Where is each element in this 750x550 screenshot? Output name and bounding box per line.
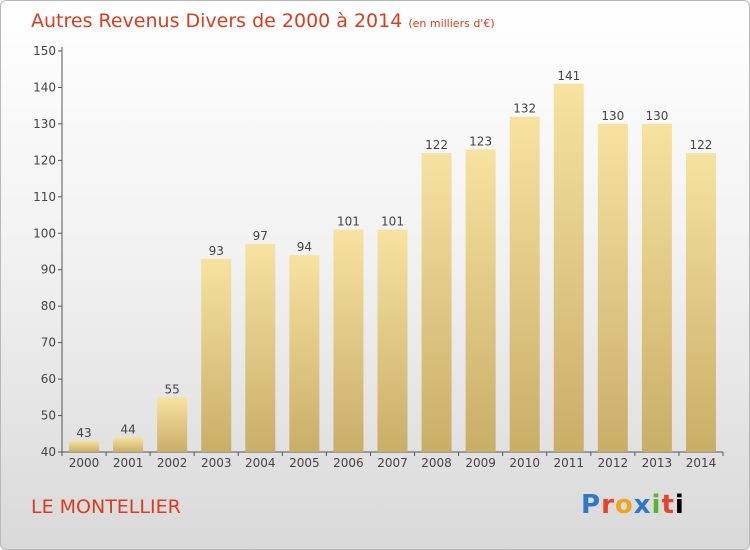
bar-value-label: 122: [690, 138, 713, 152]
chart-title-text: Autres Revenus Divers de 2000 à 2014: [31, 10, 403, 32]
y-tick-label: 70: [41, 336, 56, 350]
x-tick-label: 2014: [686, 456, 717, 470]
y-tick-label: 110: [33, 190, 56, 204]
bar-value-label: 123: [469, 134, 492, 148]
x-tick-label: 2002: [157, 456, 188, 470]
bar: [289, 255, 320, 452]
bar-value-label: 132: [513, 102, 536, 116]
logo-letter: r: [601, 490, 615, 520]
logo-letter: i: [674, 490, 685, 520]
y-tick-label: 60: [41, 372, 56, 386]
x-tick-label: 2006: [333, 456, 364, 470]
bar: [69, 441, 100, 452]
x-tick-label: 2008: [421, 456, 452, 470]
bar-value-label: 43: [76, 426, 91, 440]
logo-letter: P: [581, 490, 602, 520]
chart-unit: (en milliers d'€): [408, 17, 495, 30]
bar: [685, 153, 716, 452]
bar: [465, 149, 496, 452]
y-tick-label: 150: [33, 44, 56, 58]
x-tick-label: 2003: [201, 456, 232, 470]
bar: [113, 437, 144, 452]
bar-value-label: 130: [601, 109, 624, 123]
logo-letter: i: [651, 490, 662, 520]
bar: [509, 116, 540, 453]
x-tick-label: 2013: [642, 456, 673, 470]
chart-title: Autres Revenus Divers de 2000 à 2014 (en …: [31, 10, 495, 32]
x-tick-label: 2010: [509, 456, 540, 470]
proxiti-logo: Proxiti: [581, 490, 685, 520]
bar: [245, 244, 276, 452]
bar: [641, 123, 672, 452]
bar-value-label: 55: [165, 382, 180, 396]
y-tick-label: 120: [33, 153, 56, 167]
x-tick-label: 2000: [69, 456, 100, 470]
y-tick-label: 90: [41, 263, 56, 277]
bar-value-label: 122: [425, 138, 448, 152]
x-tick-label: 2012: [598, 456, 629, 470]
bar: [201, 258, 232, 452]
y-tick-label: 140: [33, 80, 56, 94]
bar-value-label: 130: [645, 109, 668, 123]
logo-letter: t: [661, 490, 675, 520]
bar: [377, 229, 408, 452]
bar-value-label: 97: [253, 229, 268, 243]
bar: [421, 153, 452, 452]
bars: 43 44 55 93 97 94 101 101 122 123 132 141 130 130 122: [69, 69, 716, 453]
place-name: LE MONTELLIER: [31, 496, 181, 518]
x-tick-label: 2007: [377, 456, 408, 470]
x-tick-label: 2009: [465, 456, 496, 470]
x-tick-label: 2005: [289, 456, 320, 470]
y-tick-label: 100: [33, 226, 56, 240]
x-tick-label: 2004: [245, 456, 276, 470]
y-tick-label: 50: [41, 409, 56, 423]
y-tick-label: 130: [33, 117, 56, 131]
bar-value-label: 44: [120, 422, 135, 436]
bar: [157, 397, 188, 452]
bar-value-label: 141: [557, 69, 580, 83]
logo-letter: x: [633, 490, 652, 520]
x-tick-label: 2001: [113, 456, 144, 470]
bar-value-label: 94: [297, 240, 312, 254]
bar: [553, 83, 584, 453]
bar: [333, 229, 364, 452]
logo-letter: o: [614, 490, 634, 520]
y-tick-label: 80: [41, 299, 56, 313]
bar-value-label: 101: [337, 215, 360, 229]
y-tick-label: 40: [41, 445, 56, 459]
x-tick-label: 2011: [553, 456, 584, 470]
bar-value-label: 101: [381, 215, 404, 229]
bar: [597, 123, 628, 452]
bar-value-label: 93: [209, 244, 224, 258]
